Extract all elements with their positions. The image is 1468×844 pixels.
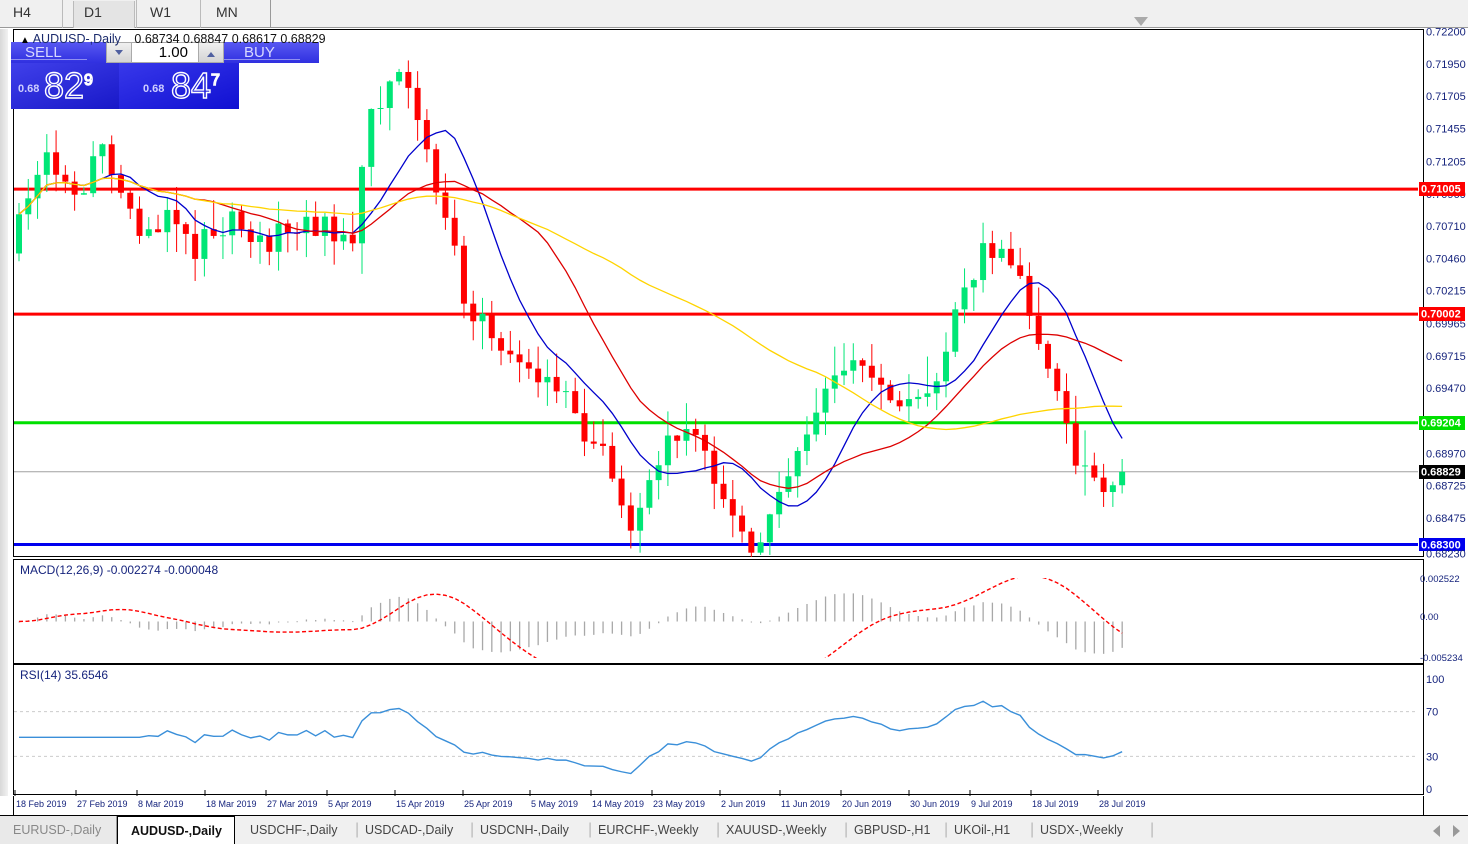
svg-text:30: 30 bbox=[1426, 751, 1438, 763]
svg-text:100: 100 bbox=[1426, 674, 1444, 686]
svg-text:70: 70 bbox=[1426, 707, 1438, 719]
svg-text:0: 0 bbox=[1426, 784, 1432, 796]
